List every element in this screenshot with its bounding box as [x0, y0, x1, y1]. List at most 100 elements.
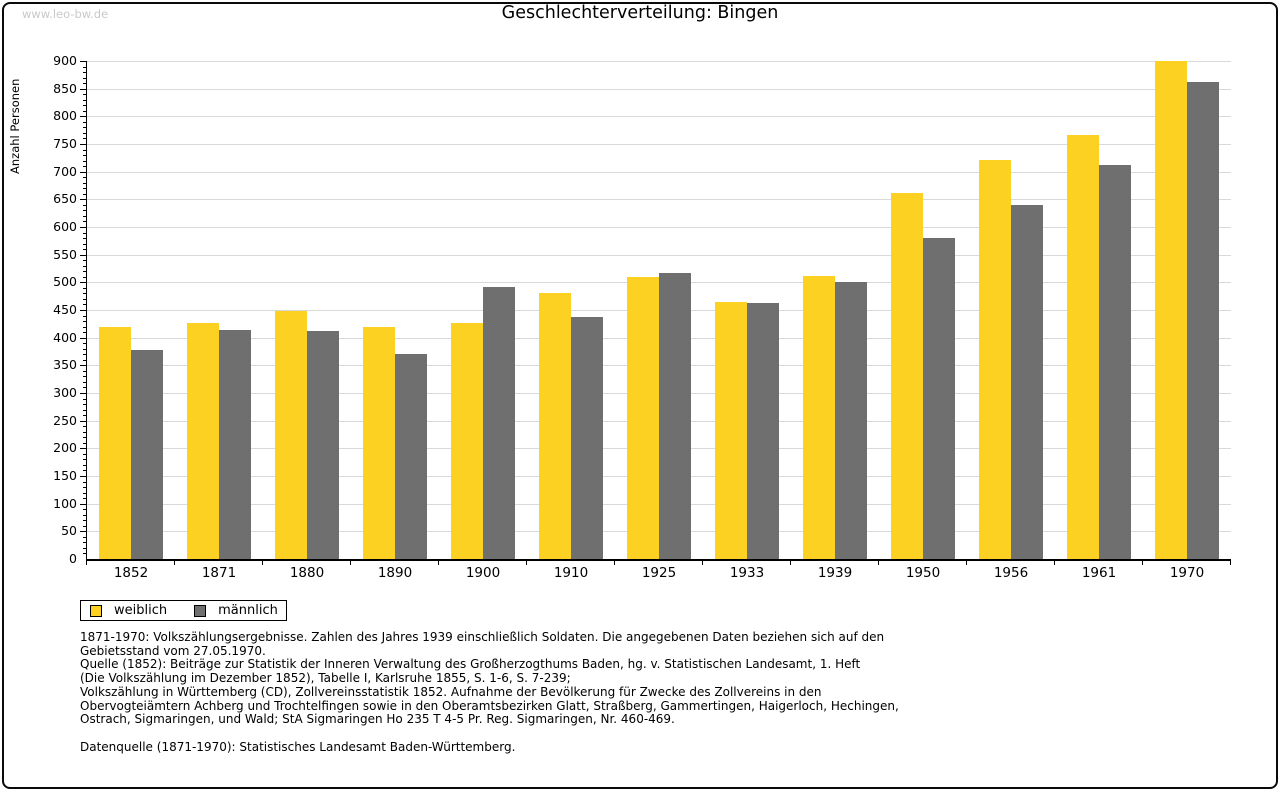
bar-weiblich [539, 292, 571, 559]
gridline [87, 61, 1231, 62]
y-major-tick [80, 282, 86, 284]
bar-maennlich [307, 331, 339, 559]
bar-weiblich [627, 276, 659, 559]
bar-group [175, 61, 263, 559]
y-major-tick [80, 420, 86, 422]
bar-group [87, 61, 175, 559]
x-boundary-tick [877, 561, 879, 565]
y-tick-label: 550 [53, 246, 77, 262]
y-minor-tick [83, 404, 86, 406]
gridline [87, 227, 1231, 229]
y-minor-tick [83, 536, 86, 538]
y-minor-tick [83, 66, 86, 68]
y-minor-tick [83, 304, 86, 306]
y-minor-tick [83, 487, 86, 489]
bar-weiblich [187, 322, 219, 559]
gridline [87, 116, 1231, 118]
y-minor-tick [83, 398, 86, 400]
x-boundary-tick [1142, 561, 1143, 565]
y-minor-tick [83, 509, 86, 511]
y-minor-tick [83, 547, 86, 549]
y-tick-label: 150 [53, 468, 77, 484]
bar-weiblich [363, 326, 395, 559]
y-minor-tick [83, 166, 86, 168]
y-tick-label: 450 [53, 302, 77, 317]
y-tick-label: 0 [69, 551, 77, 566]
y-minor-tick [83, 370, 86, 372]
bar-group [1143, 61, 1231, 559]
y-minor-tick [83, 132, 86, 134]
y-minor-tick [83, 238, 86, 240]
bar-group [967, 61, 1055, 559]
x-boundary-tick [966, 561, 967, 565]
y-tick-label: 200 [53, 440, 77, 456]
y-major-tick [80, 476, 86, 478]
y-minor-tick [83, 426, 86, 428]
y-minor-tick [83, 453, 86, 455]
y-minor-tick [83, 121, 86, 123]
bar-maennlich [1187, 82, 1219, 559]
y-minor-tick [83, 160, 86, 162]
y-minor-tick [83, 293, 86, 295]
y-minor-tick [83, 343, 86, 345]
x-boundary-tick [526, 561, 527, 565]
x-boundary-tick [701, 561, 703, 565]
footnote-line: (Die Volkszählung im Dezember 1852), Tab… [80, 671, 571, 686]
legend-label-weiblich: weiblich [114, 603, 168, 618]
y-major-tick [80, 227, 86, 229]
y-major-tick [80, 171, 86, 173]
y-minor-tick [83, 498, 86, 500]
footnotes: 1871-1970: Volkszählungsergebnisse. Zahl… [80, 630, 899, 754]
x-category-label: 1956 [993, 565, 1029, 581]
bar-weiblich [979, 160, 1011, 559]
bar-group [263, 61, 351, 559]
x-boundary-tick [173, 561, 175, 565]
y-minor-tick [83, 149, 86, 151]
y-tick-label: 350 [53, 357, 77, 373]
bar-maennlich [659, 272, 691, 559]
y-minor-tick [83, 188, 86, 190]
legend-swatch-weiblich-icon [90, 604, 102, 617]
y-minor-tick [83, 387, 86, 389]
bar-group [791, 61, 879, 559]
x-boundary-tick [350, 561, 351, 565]
y-minor-tick [83, 437, 86, 439]
y-tick-label: 50 [61, 523, 77, 539]
y-major-tick [80, 531, 86, 533]
x-category-label: 1871 [201, 565, 237, 581]
y-minor-tick [83, 354, 86, 356]
bar-maennlich [1011, 204, 1043, 559]
bar-group [1055, 61, 1143, 559]
gridline [87, 199, 1231, 201]
y-minor-tick [83, 215, 86, 217]
y-tick-label: 500 [53, 274, 77, 290]
y-minor-tick [83, 298, 86, 300]
y-tick-label: 400 [53, 329, 77, 345]
footnote-line: Datenquelle (1871-1970): Statistisches L… [80, 739, 516, 754]
y-minor-tick [83, 99, 86, 101]
bar-weiblich [891, 192, 923, 559]
y-minor-tick [83, 442, 86, 444]
y-minor-tick [83, 193, 86, 195]
x-category-label: 1890 [377, 565, 413, 581]
bar-group [879, 61, 967, 559]
footnote-line: Volkszählung in Württemberg (CD), Zollve… [80, 684, 822, 699]
y-tick-label: 750 [53, 136, 77, 151]
bar-maennlich [835, 282, 867, 559]
y-major-tick [80, 254, 86, 256]
y-minor-tick [83, 155, 86, 157]
y-minor-tick [83, 514, 86, 516]
y-minor-tick [83, 332, 86, 334]
y-minor-tick [83, 381, 86, 383]
x-boundary-tick [437, 561, 439, 565]
x-boundary-tick [1054, 561, 1055, 565]
footnote-line: Obervogteiämtern Achberg und Trochtelfin… [80, 698, 899, 713]
x-boundary-tick [261, 561, 263, 565]
x-boundary-tick [789, 561, 791, 565]
y-minor-tick [83, 138, 86, 140]
bar-weiblich [1067, 135, 1099, 559]
bar-maennlich [747, 302, 779, 559]
y-minor-tick [83, 276, 86, 278]
y-minor-tick [83, 415, 86, 417]
footnote-line: Quelle (1852): Beiträge zur Statistik de… [80, 657, 861, 672]
